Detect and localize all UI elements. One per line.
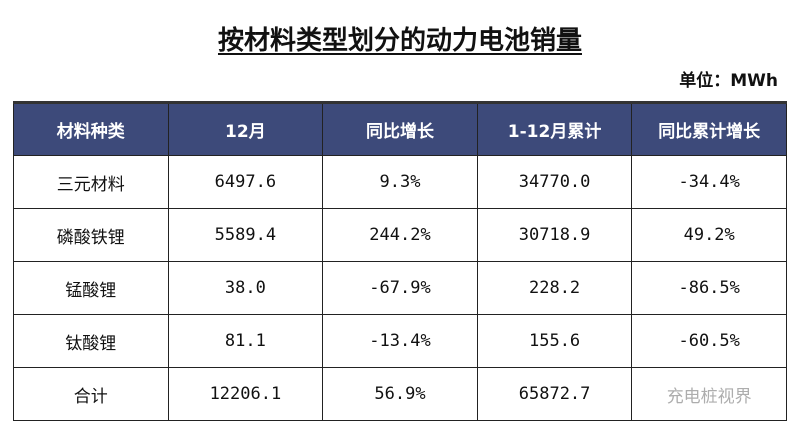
table-row: 钛酸锂 81.1 -13.4% 155.6 -60.5%	[13, 314, 787, 368]
watermark: 充电桩视界	[666, 386, 752, 407]
table-row: 合计 12206.1 56.9% 65872.7 充电桩视界	[13, 367, 787, 421]
table-cell: 81.1	[167, 314, 324, 368]
table-cell: 锰酸锂	[13, 261, 169, 315]
table-cell: 56.9%	[322, 367, 478, 421]
table-cell: 钛酸锂	[13, 314, 169, 368]
column-header: 同比增长	[322, 101, 478, 156]
table-cell: -13.4%	[322, 314, 478, 368]
table-cell: 49.2%	[631, 208, 787, 262]
table-cell: 155.6	[476, 314, 633, 368]
table-cell: -34.4%	[631, 155, 787, 209]
table-row: 锰酸锂 38.0 -67.9% 228.2 -86.5%	[13, 261, 787, 315]
table-row: 三元材料 6497.6 9.3% 34770.0 -34.4%	[13, 155, 787, 209]
table-cell: 5589.4	[167, 208, 324, 262]
table-cell: 三元材料	[13, 155, 169, 209]
table-cell: -86.5%	[631, 261, 787, 315]
column-header: 12月	[167, 101, 324, 156]
unit-label: 单位：MWh	[679, 71, 778, 91]
table-cell: 9.3%	[322, 155, 478, 209]
table-cell: 12206.1	[167, 367, 324, 421]
table-cell: 6497.6	[167, 155, 324, 209]
table-cell: 228.2	[476, 261, 633, 315]
table-cell: 65872.7	[476, 367, 633, 421]
table-cell: -67.9%	[322, 261, 478, 315]
table-cell: 244.2%	[322, 208, 478, 262]
table-cell: 充电桩视界	[631, 367, 787, 421]
table-cell: -60.5%	[631, 314, 787, 368]
table-row: 磷酸铁锂 5589.4 244.2% 30718.9 49.2%	[13, 208, 787, 262]
sales-table: 材料种类 12月 同比增长 1-12月累计 同比累计增长 三元材料 6497.6 9…	[13, 101, 787, 421]
table-cell: 磷酸铁锂	[13, 208, 169, 262]
column-header: 同比累计增长	[631, 101, 787, 156]
page-title: 按材料类型划分的动力电池销量	[0, 20, 800, 57]
table-cell: 合计	[13, 367, 169, 421]
table-cell: 30718.9	[476, 208, 633, 262]
column-header: 材料种类	[13, 101, 169, 156]
title-text: 按材料类型划分的动力电池销量	[217, 26, 582, 56]
table-cell: 34770.0	[476, 155, 633, 209]
column-header: 1-12月累计	[476, 101, 633, 156]
table-cell: 38.0	[167, 261, 324, 315]
